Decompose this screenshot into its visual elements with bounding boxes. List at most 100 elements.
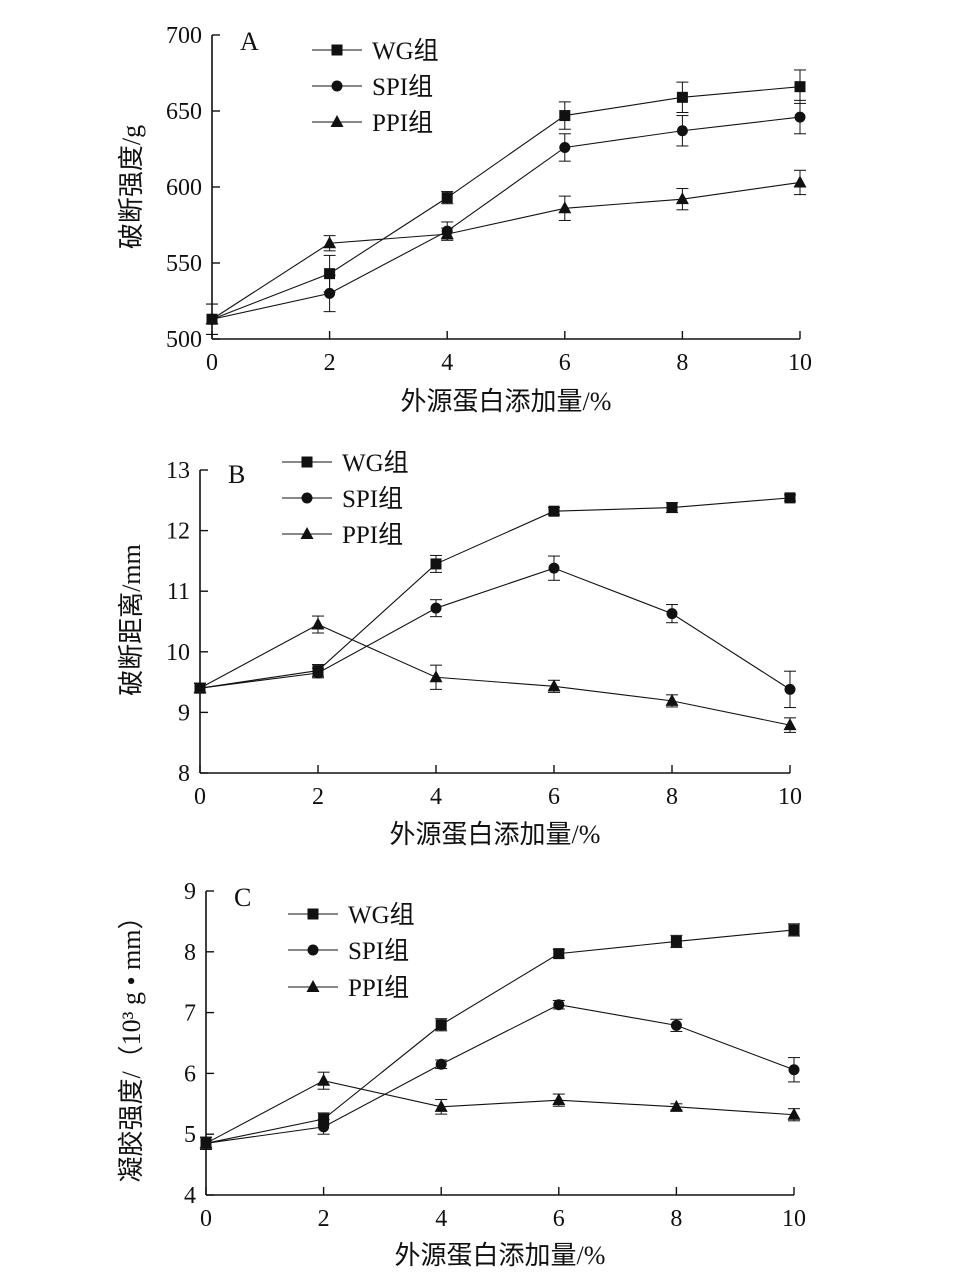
y-tick-label: 9 [178, 700, 190, 726]
data-point [559, 110, 571, 122]
y-tick-label: 8 [184, 940, 196, 966]
legend-marker [330, 115, 344, 127]
series-line [205, 1004, 795, 1144]
legend-marker [306, 980, 320, 992]
data-point [670, 1019, 682, 1031]
data-point [783, 718, 797, 731]
x-tick-label: 10 [778, 784, 802, 810]
data-point [676, 91, 688, 103]
y-tick-label: 500 [166, 327, 202, 353]
legend-entry: PPI组 [312, 109, 433, 137]
data-point [665, 693, 679, 706]
legend-marker [331, 44, 343, 56]
panel-letter: C [234, 883, 251, 912]
data-point [793, 175, 807, 188]
legend-label: PPI组 [372, 109, 433, 137]
x-axis-label: 外源蛋白添加量/% [401, 387, 612, 416]
legend-label: PPI组 [342, 521, 403, 549]
y-tick-label: 7 [184, 1001, 196, 1027]
data-point [435, 1058, 447, 1070]
x-tick-label: 6 [553, 1206, 565, 1232]
legend-marker [307, 908, 319, 920]
series-square [206, 69, 806, 335]
x-tick-label: 8 [666, 784, 678, 810]
legend-label: WG组 [342, 449, 409, 477]
data-point [552, 1093, 566, 1106]
data-point [547, 679, 561, 692]
data-point [553, 999, 565, 1011]
y-tick-label: 13 [166, 458, 190, 484]
series-circle [200, 999, 800, 1150]
data-point [784, 683, 796, 695]
series-line [199, 623, 791, 726]
x-tick-label: 4 [441, 350, 453, 376]
data-point [440, 227, 454, 240]
series-square [200, 923, 800, 1150]
y-tick-label: 5 [184, 1122, 196, 1148]
y-axis-label: 破断强度/g [117, 125, 146, 249]
series-line [211, 116, 801, 320]
y-tick-label: 11 [167, 579, 190, 605]
legend-entry: SPI组 [282, 485, 403, 513]
y-tick-label: 700 [166, 23, 202, 49]
panel-a: 500 550 600 650 700 0 2 4 6 8 10 外源蛋白添加量/% 破断强度/g A WG… [117, 23, 812, 416]
data-point [553, 948, 565, 960]
legend-entry: WG组 [312, 37, 439, 65]
legend-label: SPI组 [342, 485, 403, 513]
x-tick-label: 6 [548, 784, 560, 810]
series-triangle [199, 1071, 801, 1150]
series-line [211, 86, 801, 320]
y-tick-label: 650 [166, 99, 202, 125]
y-tick-label: 550 [166, 251, 202, 277]
data-point [199, 1136, 213, 1149]
y-tick-label: 600 [166, 175, 202, 201]
data-point [323, 236, 337, 249]
legend-entry: SPI组 [288, 937, 409, 965]
data-point [788, 924, 800, 936]
x-tick-label: 8 [676, 350, 688, 376]
x-tick-label: 10 [782, 1206, 806, 1232]
y-tick-label: 12 [166, 519, 190, 545]
series-line [205, 1080, 795, 1144]
legend-marker [301, 492, 313, 504]
data-point [548, 562, 560, 574]
x-tick-label: 8 [670, 1206, 682, 1232]
x-tick-label: 4 [430, 784, 442, 810]
data-point [675, 192, 689, 205]
y-axis-label: 凝胶强度/（10³ g • mm） [117, 903, 146, 1182]
data-point [788, 1064, 800, 1076]
data-point [794, 111, 806, 123]
data-point [666, 502, 678, 514]
data-point [324, 268, 336, 280]
x-tick-label: 2 [318, 1206, 330, 1232]
x-tick-label: 2 [324, 350, 336, 376]
series-line [205, 929, 795, 1144]
legend-entry: PPI组 [288, 974, 409, 1002]
y-tick-label: 6 [184, 1061, 196, 1087]
legend-marker [307, 944, 319, 956]
x-tick-label: 10 [788, 350, 812, 376]
data-point [318, 1113, 330, 1125]
series-triangle [193, 615, 797, 733]
x-tick-label: 6 [559, 350, 571, 376]
y-tick-label: 4 [184, 1183, 196, 1209]
data-point [784, 492, 796, 504]
data-point [794, 81, 806, 93]
panel-letter: B [228, 460, 245, 489]
data-point [324, 287, 336, 299]
data-point [205, 312, 219, 325]
x-tick-label: 0 [194, 784, 206, 810]
data-point [666, 608, 678, 620]
x-axis-label: 外源蛋白添加量/% [395, 1241, 606, 1270]
series-circle [194, 555, 796, 709]
data-point [311, 617, 325, 630]
data-point [317, 1073, 331, 1086]
legend-label: PPI组 [348, 974, 409, 1002]
y-axis-label: 破断距离/mm [117, 544, 146, 696]
data-point [441, 192, 453, 204]
data-point [193, 681, 207, 694]
x-tick-label: 0 [206, 350, 218, 376]
data-point [670, 935, 682, 947]
x-axis-label: 外源蛋白添加量/% [390, 820, 601, 849]
